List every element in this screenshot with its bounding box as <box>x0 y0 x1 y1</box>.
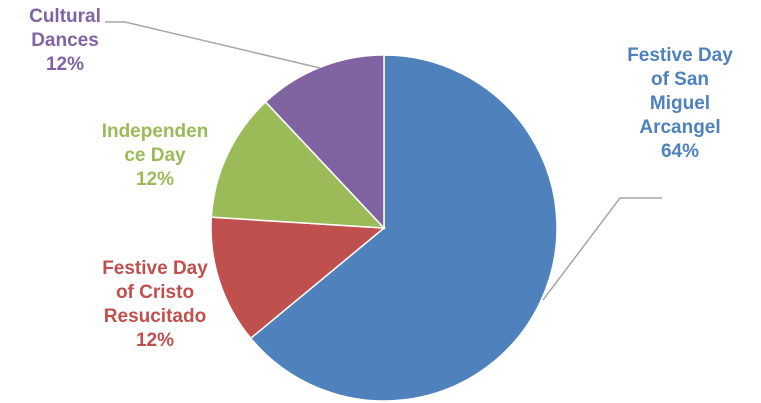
slice-independence-day <box>210 100 386 229</box>
slice-percent: 12% <box>135 169 175 190</box>
slice-label-line: ce Day <box>124 145 186 166</box>
slice-label-cultural-dances: Cultural Dances 12% <box>0 5 130 77</box>
slice-label-independence-day: Independen ce Day 12% <box>65 120 245 192</box>
slice-san-miguel <box>249 54 558 402</box>
slice-percent: 12% <box>45 54 85 75</box>
slice-label-line: Arcangel <box>639 117 721 138</box>
slice-label-line: Miguel <box>649 93 711 114</box>
slice-label-line: Cultural <box>29 6 101 27</box>
slice-percent: 64% <box>660 141 700 162</box>
slice-label-cristo-resucitado: Festive Day of Cristo Resucitado 12% <box>60 257 250 353</box>
slice-label-line: Festive Day <box>627 45 733 66</box>
slice-label-line: of Cristo <box>115 282 195 303</box>
slice-label-line: Festive Day <box>102 258 208 279</box>
slice-label-line: Independen <box>101 121 209 142</box>
leader-line-san-miguel <box>542 197 662 301</box>
slice-cultural-dances <box>264 54 385 230</box>
leader-line-cultural-dances <box>105 21 321 69</box>
slice-cristo-resucitado <box>210 216 386 340</box>
slice-label-line: Dances <box>31 30 99 51</box>
slice-percent: 12% <box>135 330 175 351</box>
slice-label-line: of San <box>650 69 710 90</box>
slice-label-san-miguel: Festive Day of San Miguel Arcangel 64% <box>610 44 750 164</box>
slice-label-line: Resucitado <box>103 306 207 327</box>
